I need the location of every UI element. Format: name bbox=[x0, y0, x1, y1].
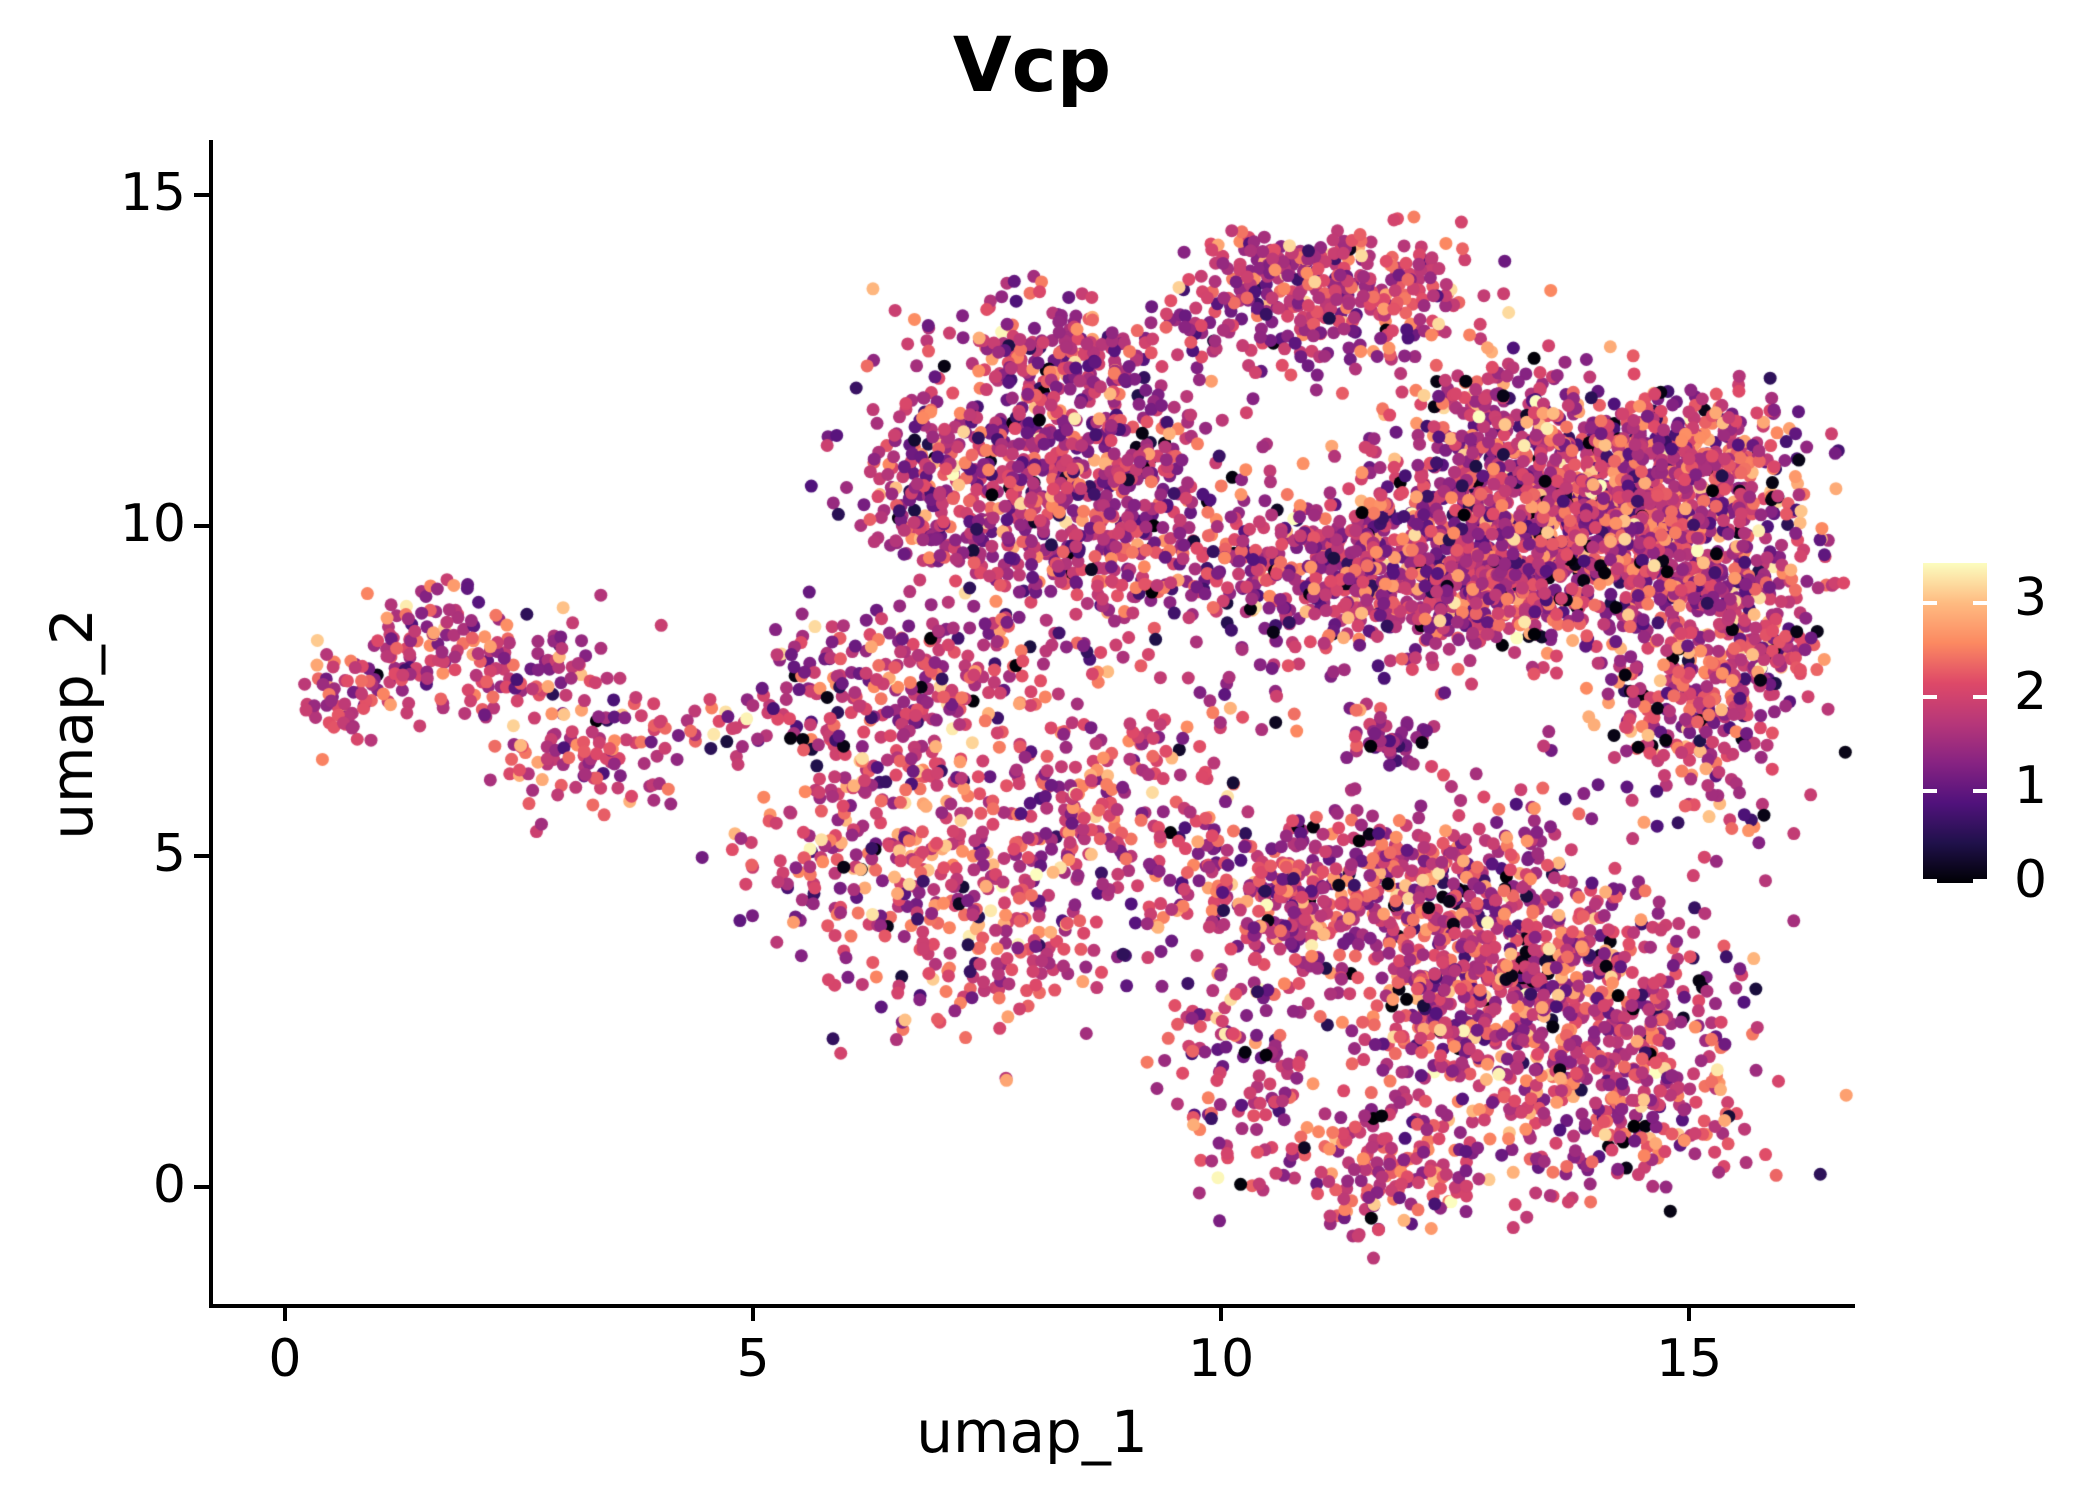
colorbar-gradient bbox=[1923, 563, 1987, 883]
x-tick-mark bbox=[1687, 1306, 1692, 1321]
colorbar-tick-mark bbox=[1923, 694, 1937, 699]
plot-title: Vcp bbox=[952, 20, 1112, 109]
y-tick-label: 5 bbox=[152, 824, 186, 885]
x-tick-label: 10 bbox=[1188, 1329, 1255, 1389]
colorbar-tick-label: 3 bbox=[2014, 567, 2048, 628]
x-tick-label: 0 bbox=[268, 1329, 302, 1389]
colorbar-tick-label: 1 bbox=[2014, 755, 2048, 816]
colorbar-tick-mark bbox=[1923, 788, 1937, 793]
y-tick-label: 10 bbox=[119, 493, 186, 554]
y-axis-line bbox=[209, 140, 213, 1308]
x-tick-mark bbox=[1219, 1306, 1224, 1321]
x-tick-label: 5 bbox=[736, 1329, 770, 1389]
colorbar-tick-mark bbox=[1973, 600, 1987, 605]
x-tick-mark bbox=[282, 1306, 287, 1321]
y-tick-label: 0 bbox=[152, 1154, 186, 1215]
x-axis-title: umap_1 bbox=[916, 1398, 1148, 1466]
x-tick-mark bbox=[751, 1306, 756, 1321]
y-axis-title: umap_2 bbox=[38, 608, 106, 840]
x-tick-label: 15 bbox=[1656, 1329, 1723, 1389]
y-tick-mark bbox=[194, 854, 209, 859]
colorbar-tick-label: 2 bbox=[2014, 661, 2048, 722]
colorbar-tick-label: 0 bbox=[2014, 850, 2048, 910]
y-tick-mark bbox=[194, 523, 209, 528]
colorbar-tick-mark bbox=[1923, 600, 1937, 605]
y-tick-mark bbox=[194, 192, 209, 197]
colorbar-tick-mark bbox=[1973, 879, 1987, 883]
colorbar-tick-mark bbox=[1973, 694, 1987, 699]
x-axis-line bbox=[209, 1304, 1855, 1308]
colorbar-tick-mark bbox=[1923, 879, 1937, 883]
y-tick-label: 15 bbox=[119, 162, 186, 223]
y-tick-mark bbox=[194, 1184, 209, 1189]
colorbar-tick-mark bbox=[1973, 788, 1987, 793]
